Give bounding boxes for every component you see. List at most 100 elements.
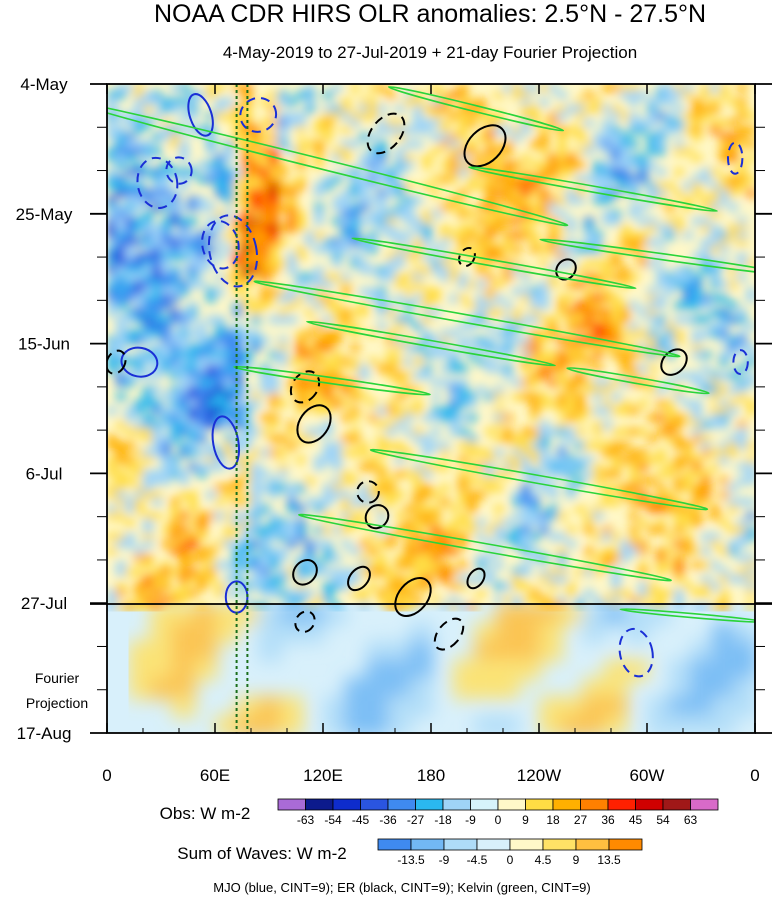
obs-cell <box>458 133 468 142</box>
obs-cell <box>431 533 441 542</box>
obs-cell <box>386 371 396 380</box>
obs-cell <box>341 448 351 457</box>
obs-cell <box>476 133 486 142</box>
obs-cell <box>485 357 495 366</box>
obs-cell <box>656 427 666 436</box>
obs-cell <box>134 266 144 275</box>
obs-cell <box>125 603 135 612</box>
projection-cell <box>711 677 736 700</box>
obs-cell <box>440 378 450 387</box>
obs-cell <box>134 568 144 577</box>
obs-cell <box>728 175 738 184</box>
obs-cell <box>701 589 711 598</box>
obs-cell <box>548 533 558 542</box>
obs-cell <box>161 231 171 240</box>
projection-cell <box>539 640 563 663</box>
obs-cell <box>323 112 333 121</box>
er-contour <box>289 370 321 404</box>
obs-cell <box>260 469 270 478</box>
obs-cell <box>449 273 459 282</box>
obs-cell <box>521 182 531 191</box>
obs-cell <box>152 322 162 331</box>
obs-cell <box>449 413 459 422</box>
obs-cell <box>683 469 693 478</box>
obs-cell <box>179 385 189 394</box>
obs-cell <box>152 203 162 212</box>
obs-cell <box>143 455 153 464</box>
obs-cell <box>620 273 630 282</box>
obs-cell <box>134 406 144 415</box>
obs-cell <box>602 126 612 135</box>
obs-cell <box>656 224 666 233</box>
obs-cell <box>557 91 567 100</box>
obs-cell <box>557 147 567 156</box>
obs-cell <box>503 364 513 373</box>
obs-cell <box>188 105 198 114</box>
obs-cell <box>206 203 216 212</box>
obs-cell <box>395 378 405 387</box>
obs-cell <box>503 336 513 345</box>
obs-cell <box>152 224 162 233</box>
obs-cell <box>521 350 531 359</box>
obs-cell <box>395 420 405 429</box>
obs-cell <box>188 462 198 471</box>
obs-cell <box>143 490 153 499</box>
obs-cell <box>107 266 117 275</box>
obs-cell <box>296 182 306 191</box>
obs-cell <box>602 105 612 114</box>
er-contour <box>433 617 465 651</box>
obs-cell <box>116 448 126 457</box>
obs-cell <box>305 343 315 352</box>
obs-cell <box>449 568 459 577</box>
obs-cell <box>161 526 171 535</box>
obs-cell <box>260 266 270 275</box>
obs-cell <box>656 168 666 177</box>
obs-cell <box>557 126 567 135</box>
obs-cell <box>413 112 423 121</box>
obs-cell <box>404 540 414 549</box>
obs-cell <box>260 238 270 247</box>
obs-cell <box>458 238 468 247</box>
obs-cell <box>377 84 387 92</box>
obs-cell <box>287 182 297 191</box>
obs-cell <box>503 322 513 331</box>
obs-cell <box>188 413 198 422</box>
obs-cell <box>494 217 504 226</box>
obs-cell <box>422 294 432 303</box>
legend-level-label: -18 <box>434 813 452 827</box>
obs-cell <box>692 469 702 478</box>
obs-cell <box>674 84 684 92</box>
obs-cell <box>710 462 720 471</box>
obs-cell <box>503 343 513 352</box>
obs-cell <box>611 568 621 577</box>
obs-cell <box>269 315 279 324</box>
obs-cell <box>476 343 486 352</box>
obs-cell <box>143 259 153 268</box>
obs-cell <box>413 343 423 352</box>
obs-cell <box>377 266 387 275</box>
obs-cell <box>494 112 504 121</box>
obs-cell <box>611 273 621 282</box>
obs-cell <box>188 519 198 528</box>
projection-cell <box>647 714 671 733</box>
obs-cell <box>251 504 261 513</box>
obs-cell <box>134 238 144 247</box>
obs-cell <box>188 217 198 226</box>
obs-cell <box>674 519 684 528</box>
obs-cell <box>125 224 135 233</box>
obs-cell <box>134 126 144 135</box>
obs-cell <box>197 554 207 563</box>
obs-cell <box>674 168 684 177</box>
obs-cell <box>341 273 351 282</box>
obs-cell <box>548 575 558 584</box>
obs-cell <box>611 406 621 415</box>
obs-cell <box>107 511 117 520</box>
obs-cell <box>422 364 432 373</box>
obs-cell <box>494 350 504 359</box>
obs-cell <box>611 350 621 359</box>
obs-cell <box>341 357 351 366</box>
obs-cell <box>404 357 414 366</box>
obs-cell <box>269 448 279 457</box>
obs-cell <box>134 98 144 107</box>
projection-cell <box>366 640 391 663</box>
